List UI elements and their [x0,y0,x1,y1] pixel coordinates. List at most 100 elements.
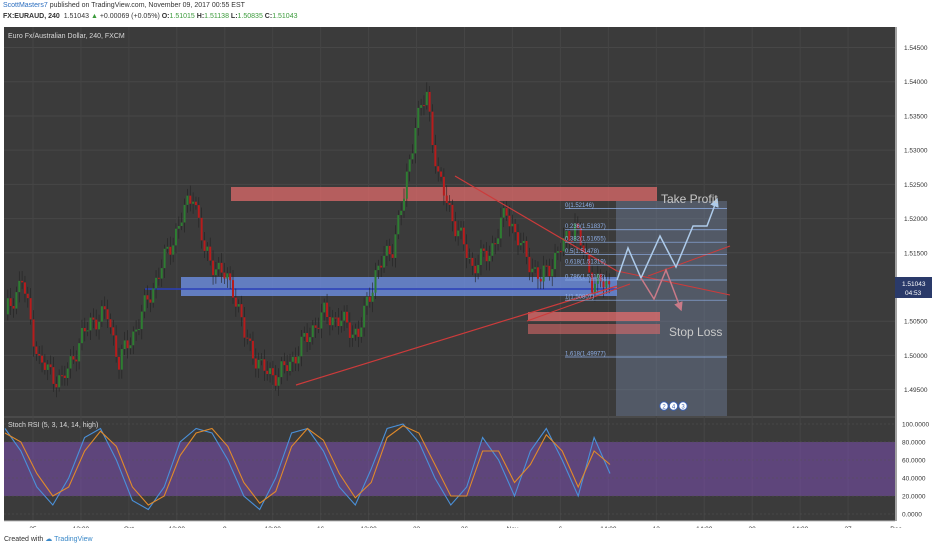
candle-body [223,272,226,279]
rising-trendline [295,285,618,386]
stoch-tick: 80.0000 [902,440,926,447]
candle-body [86,330,89,332]
candle-body [457,230,460,237]
candle-body [403,198,405,211]
author-link[interactable]: ScottMasters7 [3,2,48,9]
fib-level-label: 0.5(1.51478) [565,249,599,255]
candle-body [217,262,220,270]
price-tick: 1.52000 [904,216,928,223]
candle-body [428,91,431,112]
price-chart[interactable]: 0(1.52146) 0.236(1.51837) 0.382(1.51655) 0.… [0,24,932,528]
candle-body [120,349,123,370]
candle-body [58,375,61,388]
candle-body [163,248,166,269]
candle-body [61,375,63,377]
candle-body [383,255,386,268]
candle-body [283,361,286,366]
current-price-tag [895,277,932,298]
candle-body [328,316,331,326]
candle-body [474,265,477,274]
price-tick: 1.53500 [904,113,928,120]
candle-body [177,226,180,229]
event-badge [668,401,679,411]
candle-body [502,208,505,218]
low-label: L: [230,13,238,20]
tradingview-brand[interactable]: TradingView [54,536,93,543]
candle-body [98,321,101,330]
stoch-rsi-lines [4,423,611,511]
candle-body [434,145,437,167]
candle-body [106,309,109,320]
bullish-projection-path [616,197,719,281]
price-scale[interactable] [895,27,932,521]
stoch-series-line [4,425,611,506]
candle-body [300,336,303,357]
candle-body [214,269,217,276]
candle-body [568,231,571,241]
time-tick: 13 [653,526,661,528]
candle-body [115,335,118,357]
candle-body [477,264,480,274]
candle-body [18,280,21,293]
candle-body [251,340,254,359]
candle-body [360,327,363,337]
fib-level-label: 0.786(1.51102) [565,275,605,281]
candle-body [194,201,197,206]
time-tick: 6 [559,526,563,528]
candle-body [243,317,246,338]
stoch-tick: 60.0000 [902,458,926,465]
candle-body [479,248,482,265]
candle-body [277,377,280,386]
candle-body [286,365,289,372]
candle-body [451,204,454,222]
candle-body [337,317,340,327]
stoch-tick: 40.0000 [902,476,926,483]
candle-body [92,317,95,320]
candle-body [505,208,508,216]
candle-body [172,245,175,255]
candle-body [206,246,209,251]
candle-body [323,302,326,313]
current-price-label: 1.51043 [902,281,926,288]
candle-body [291,356,294,362]
candle-body [192,201,195,204]
candle-body [414,127,417,154]
candle-body [175,228,177,246]
candle-body [440,171,443,177]
candle-body [408,159,411,172]
candle-body [289,361,291,372]
publish-line: ScottMasters7 published on TradingView.c… [3,2,245,9]
candle-body [488,255,491,262]
candle-body [23,282,26,294]
candle-body [454,221,457,237]
candle-body [499,217,502,239]
candle-body [394,234,397,258]
time-tick: 16 [317,526,325,528]
candle-body [155,277,158,289]
candle-body [425,91,428,106]
open-value: 1.51015 [169,13,195,20]
candle-body [274,375,277,386]
candle-body [465,244,468,259]
candle-body [269,368,272,375]
candle-body [311,325,314,338]
fib-level-label: 0.382(1.51655) [565,237,606,243]
candle-body [220,262,223,273]
candle-body [417,107,420,128]
fib-level-label: 0(1.52146) [565,203,594,209]
candle-body [545,265,548,267]
candle-body [539,278,542,282]
candle-body [605,281,608,288]
candle-body [103,306,106,310]
candle-body [143,295,146,312]
stop-loss-label: Stop Loss [669,325,722,339]
candle-body [343,311,346,321]
published-text: published on TradingView.com, November 0… [49,2,245,9]
candle-body [229,273,232,281]
candle-body [596,273,599,284]
tradingview-logo-icon: ☁ [45,536,53,543]
candle-body [260,359,263,361]
candle-body [420,105,423,108]
candle-body [348,322,351,338]
